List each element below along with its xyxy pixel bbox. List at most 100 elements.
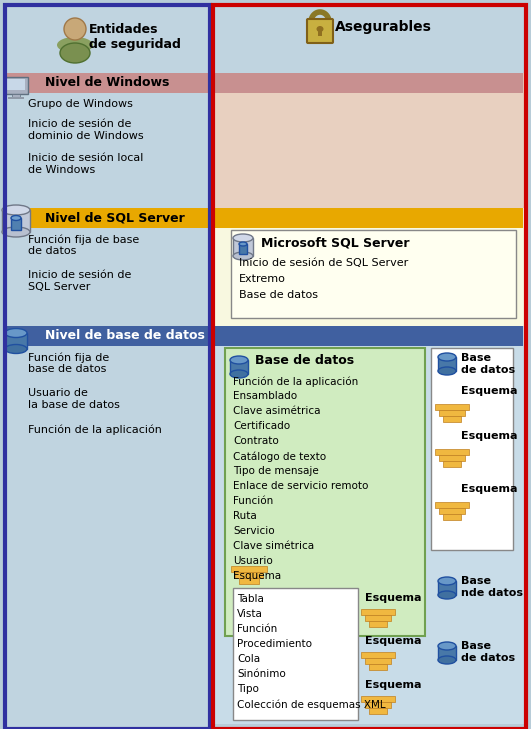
Text: Tipo de mensaje: Tipo de mensaje xyxy=(233,466,319,476)
Bar xyxy=(231,566,267,572)
Bar xyxy=(213,326,526,724)
Ellipse shape xyxy=(2,205,30,215)
Ellipse shape xyxy=(438,367,456,375)
Bar xyxy=(361,696,395,702)
Text: Ensamblado: Ensamblado xyxy=(233,391,297,401)
Text: Asegurables: Asegurables xyxy=(335,20,432,34)
Text: Esquema: Esquema xyxy=(461,386,518,396)
Bar xyxy=(235,572,263,578)
Text: Microsoft SQL Server: Microsoft SQL Server xyxy=(261,236,409,249)
Ellipse shape xyxy=(2,227,30,237)
Ellipse shape xyxy=(438,353,456,361)
Bar xyxy=(230,360,248,374)
Text: Usuario: Usuario xyxy=(233,556,273,566)
Ellipse shape xyxy=(60,43,90,63)
Bar xyxy=(213,208,526,326)
Text: Clave simétrica: Clave simétrica xyxy=(233,541,314,551)
Bar xyxy=(233,238,253,256)
Bar xyxy=(438,646,456,660)
Ellipse shape xyxy=(438,642,456,650)
Text: Base de datos: Base de datos xyxy=(255,354,354,367)
Bar xyxy=(318,30,322,36)
Bar xyxy=(225,348,425,636)
Ellipse shape xyxy=(230,370,248,378)
Bar xyxy=(369,621,387,627)
Text: Esquema: Esquema xyxy=(233,571,281,581)
Text: Base
de datos: Base de datos xyxy=(461,641,515,663)
Bar xyxy=(213,5,526,73)
Bar xyxy=(5,5,210,729)
Text: Grupo de Windows: Grupo de Windows xyxy=(28,99,133,109)
Text: Esquema: Esquema xyxy=(461,484,518,494)
Text: Función: Función xyxy=(233,496,273,506)
Bar xyxy=(369,708,387,714)
Ellipse shape xyxy=(233,252,253,260)
Text: Nivel de SQL Server: Nivel de SQL Server xyxy=(45,211,185,224)
Text: Clave asimétrica: Clave asimétrica xyxy=(233,406,321,416)
Bar xyxy=(365,658,391,664)
Ellipse shape xyxy=(233,234,253,242)
Text: Colección de esquemas XML: Colección de esquemas XML xyxy=(237,699,386,709)
Bar xyxy=(439,410,465,416)
Text: Procedimiento: Procedimiento xyxy=(237,639,312,649)
Bar xyxy=(11,218,21,230)
Ellipse shape xyxy=(316,26,323,32)
Bar xyxy=(365,702,391,708)
Bar xyxy=(361,609,395,615)
Ellipse shape xyxy=(64,18,86,40)
Bar xyxy=(239,244,247,254)
Bar xyxy=(369,664,387,670)
Text: Base
nde datos: Base nde datos xyxy=(461,576,523,598)
Text: Ruta: Ruta xyxy=(233,511,257,521)
Text: Extremo: Extremo xyxy=(239,274,286,284)
Text: Inicio de sesión de
dominio de Windows: Inicio de sesión de dominio de Windows xyxy=(28,119,143,141)
Bar xyxy=(435,502,469,508)
Text: Función de la aplicación: Función de la aplicación xyxy=(28,424,162,434)
Text: Enlace de servicio remoto: Enlace de servicio remoto xyxy=(233,481,369,491)
Text: Esquema: Esquema xyxy=(365,593,422,603)
Text: Catálogo de texto: Catálogo de texto xyxy=(233,451,326,461)
Text: Entidades
de seguridad: Entidades de seguridad xyxy=(89,23,181,51)
Bar xyxy=(213,73,526,208)
Bar xyxy=(439,455,465,461)
Bar xyxy=(443,514,461,520)
Bar xyxy=(5,208,523,228)
Bar xyxy=(438,357,456,371)
Bar xyxy=(239,578,259,584)
Bar xyxy=(443,416,461,422)
Bar xyxy=(431,348,513,550)
Bar xyxy=(5,326,523,346)
Text: Base de datos: Base de datos xyxy=(239,290,318,300)
Bar xyxy=(4,77,28,94)
Ellipse shape xyxy=(438,591,456,599)
Ellipse shape xyxy=(5,329,27,338)
Bar xyxy=(7,79,25,90)
Text: Servicio: Servicio xyxy=(233,526,275,536)
Text: Función fija de base
de datos: Función fija de base de datos xyxy=(28,234,139,256)
Ellipse shape xyxy=(239,242,247,246)
Text: Base
de datos: Base de datos xyxy=(461,353,515,375)
Text: Nivel de base de datos: Nivel de base de datos xyxy=(45,329,205,342)
Bar xyxy=(439,508,465,514)
Ellipse shape xyxy=(5,345,27,354)
Bar xyxy=(8,97,24,99)
Bar xyxy=(5,5,210,729)
Text: Tipo: Tipo xyxy=(237,684,259,694)
Text: Esquema: Esquema xyxy=(461,431,518,441)
Text: Esquema: Esquema xyxy=(365,636,422,646)
Text: Cola: Cola xyxy=(237,654,260,664)
Text: Tabla: Tabla xyxy=(237,594,264,604)
Text: Certificado: Certificado xyxy=(233,421,290,431)
Ellipse shape xyxy=(438,577,456,585)
Text: Función de la aplicación: Función de la aplicación xyxy=(233,376,358,386)
Bar xyxy=(365,615,391,621)
Text: Sinónimo: Sinónimo xyxy=(237,669,286,679)
Bar xyxy=(435,449,469,455)
Text: Función fija de
base de datos: Función fija de base de datos xyxy=(28,352,109,374)
Bar xyxy=(438,581,456,595)
Bar xyxy=(2,210,30,232)
Bar xyxy=(435,404,469,410)
Bar xyxy=(5,333,27,349)
Bar xyxy=(5,73,523,93)
Bar xyxy=(12,94,20,97)
